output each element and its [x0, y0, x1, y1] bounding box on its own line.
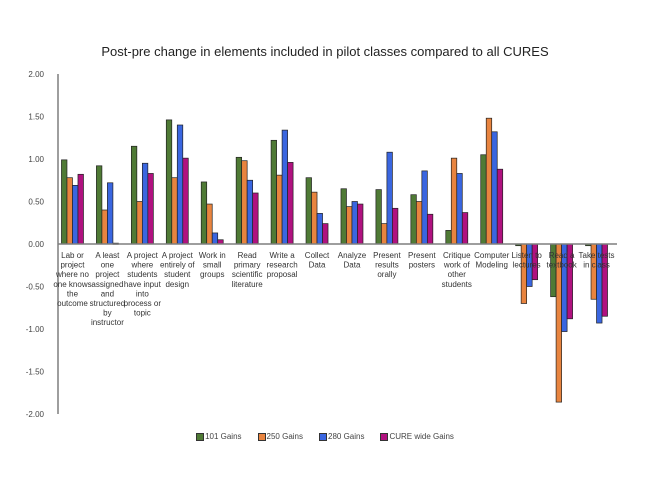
bar-280-gains-0: [72, 185, 79, 245]
bar-101-gains-3: [165, 119, 173, 245]
category-label: Critique work of other students: [442, 251, 472, 289]
category-label: Lab or project where no one knows the outcome: [53, 251, 91, 308]
legend-label: 250 Gains: [266, 432, 303, 441]
bar-101-gains-1: [96, 165, 103, 245]
category-label: Take tests in class: [579, 251, 615, 270]
bar-cure-wide-gains-9: [392, 207, 399, 245]
bar-cure-wide-gains-6: [287, 162, 294, 245]
category-label: A project entirely of student design: [160, 251, 195, 289]
legend-item: 101 Gains: [196, 432, 242, 441]
legend-item: CURE wide Gains: [380, 432, 454, 441]
legend-item: 280 Gains: [319, 432, 364, 441]
bar-280-gains-7: [316, 213, 323, 245]
category-label: Work in small groups: [199, 251, 226, 279]
chart-title: Post-pre change in elements included in …: [101, 44, 549, 59]
y-tick-label: -2.00: [26, 410, 45, 419]
bar-101-gains-6: [270, 139, 277, 245]
y-tick-label: -1.00: [26, 325, 45, 334]
bar-cure-wide-gains-0: [77, 173, 84, 245]
bar-250-gains-2: [136, 201, 143, 245]
category-label: Analyze Data: [338, 251, 367, 270]
bar-250-gains-1: [101, 209, 108, 245]
bar-250-gains-4: [206, 203, 213, 245]
bar-101-gains-2: [130, 145, 138, 245]
bar-101-gains-0: [61, 159, 68, 245]
legend-swatch: [319, 432, 327, 441]
bar-250-gains-7: [311, 191, 318, 245]
category-label: A project where students have input into proc…: [124, 251, 162, 318]
y-tick-label: 2.00: [28, 70, 44, 79]
bar-280-gains-1: [107, 182, 114, 245]
bar-250-gains-8: [346, 206, 353, 245]
bar-250-gains-12: [485, 117, 493, 245]
bar-280-gains-9: [386, 151, 393, 245]
bar-280-gains-6: [281, 129, 288, 245]
legend-label: CURE wide Gains: [389, 432, 454, 441]
bar-101-gains-12: [480, 154, 487, 245]
category-label: Present posters: [408, 251, 436, 270]
bar-280-gains-8: [351, 201, 358, 245]
bar-101-gains-4: [200, 181, 208, 245]
bar-cure-wide-gains-2: [147, 173, 154, 245]
legend-label: 280 Gains: [328, 432, 365, 441]
y-tick-label: -0.50: [26, 283, 45, 292]
category-label: A least one project assigned and structured by…: [90, 251, 126, 327]
bar-280-gains-3: [176, 124, 184, 245]
bar-280-gains-2: [141, 162, 149, 245]
legend-swatch: [196, 432, 205, 441]
y-tick-label: 0.00: [28, 240, 44, 249]
category-labels: Lab or project where no one knows the outcome…: [53, 251, 614, 327]
bar-250-gains-10: [415, 201, 423, 245]
y-tick-label: 1.00: [28, 155, 44, 164]
bar-101-gains-5: [235, 156, 243, 245]
legend-swatch: [257, 432, 266, 441]
bar-280-gains-10: [421, 170, 428, 245]
category-label: Read a textbook: [546, 251, 577, 270]
legend: 101 Gains 250 Gains 280 Gains CURE wide Gai…: [0, 432, 650, 441]
bar-280-gains-5: [246, 179, 254, 245]
bar-280-gains-4: [211, 232, 219, 245]
y-tick-label: 0.50: [28, 198, 44, 207]
legend-swatch: [380, 432, 389, 441]
bar-101-gains-8: [340, 188, 347, 245]
bar-cure-wide-gains-7: [322, 223, 329, 245]
y-tick-labels: 2.00 1.50 1.00 0.50 0.00 -0.50 -1.00 -1.50 -2.00: [26, 70, 45, 419]
bar-cure-wide-gains-12: [496, 168, 504, 245]
category-label: Write a research proposal: [267, 251, 298, 279]
bar-cure-wide-gains-10: [426, 213, 434, 245]
bar-280-gains-12: [491, 131, 498, 245]
bar-250-gains-0: [66, 177, 73, 245]
category-label: Present results orally: [373, 251, 401, 279]
bar-cure-wide-gains-11: [461, 212, 469, 245]
bar-250-gains-11: [450, 157, 458, 245]
y-tick-label: -1.50: [26, 368, 45, 377]
legend-item: 250 Gains: [257, 432, 303, 441]
y-tick-label: 1.50: [28, 113, 44, 122]
bar-250-gains-3: [171, 177, 178, 245]
category-label: Computer Modeling: [474, 251, 509, 270]
bar-101-gains-7: [305, 177, 312, 245]
bar-101-gains-11: [445, 230, 452, 245]
bars-group: [61, 117, 608, 403]
bar-250-gains-5: [241, 160, 248, 245]
category-label: Listen to lectures: [512, 251, 543, 270]
bar-101-gains-9: [375, 189, 382, 245]
bar-101-gains-10: [410, 194, 417, 245]
category-label: Collect Data: [305, 251, 330, 270]
bar-250-gains-6: [276, 174, 283, 245]
category-label: Read primary scientific literature: [232, 251, 264, 289]
bar-cure-wide-gains-3: [182, 157, 189, 245]
bar-250-gains-9: [381, 223, 388, 245]
bar-cure-wide-gains-5: [252, 192, 259, 245]
bar-280-gains-11: [456, 173, 463, 245]
legend-label: 101 Gains: [205, 432, 242, 441]
bar-cure-wide-gains-8: [357, 203, 364, 245]
